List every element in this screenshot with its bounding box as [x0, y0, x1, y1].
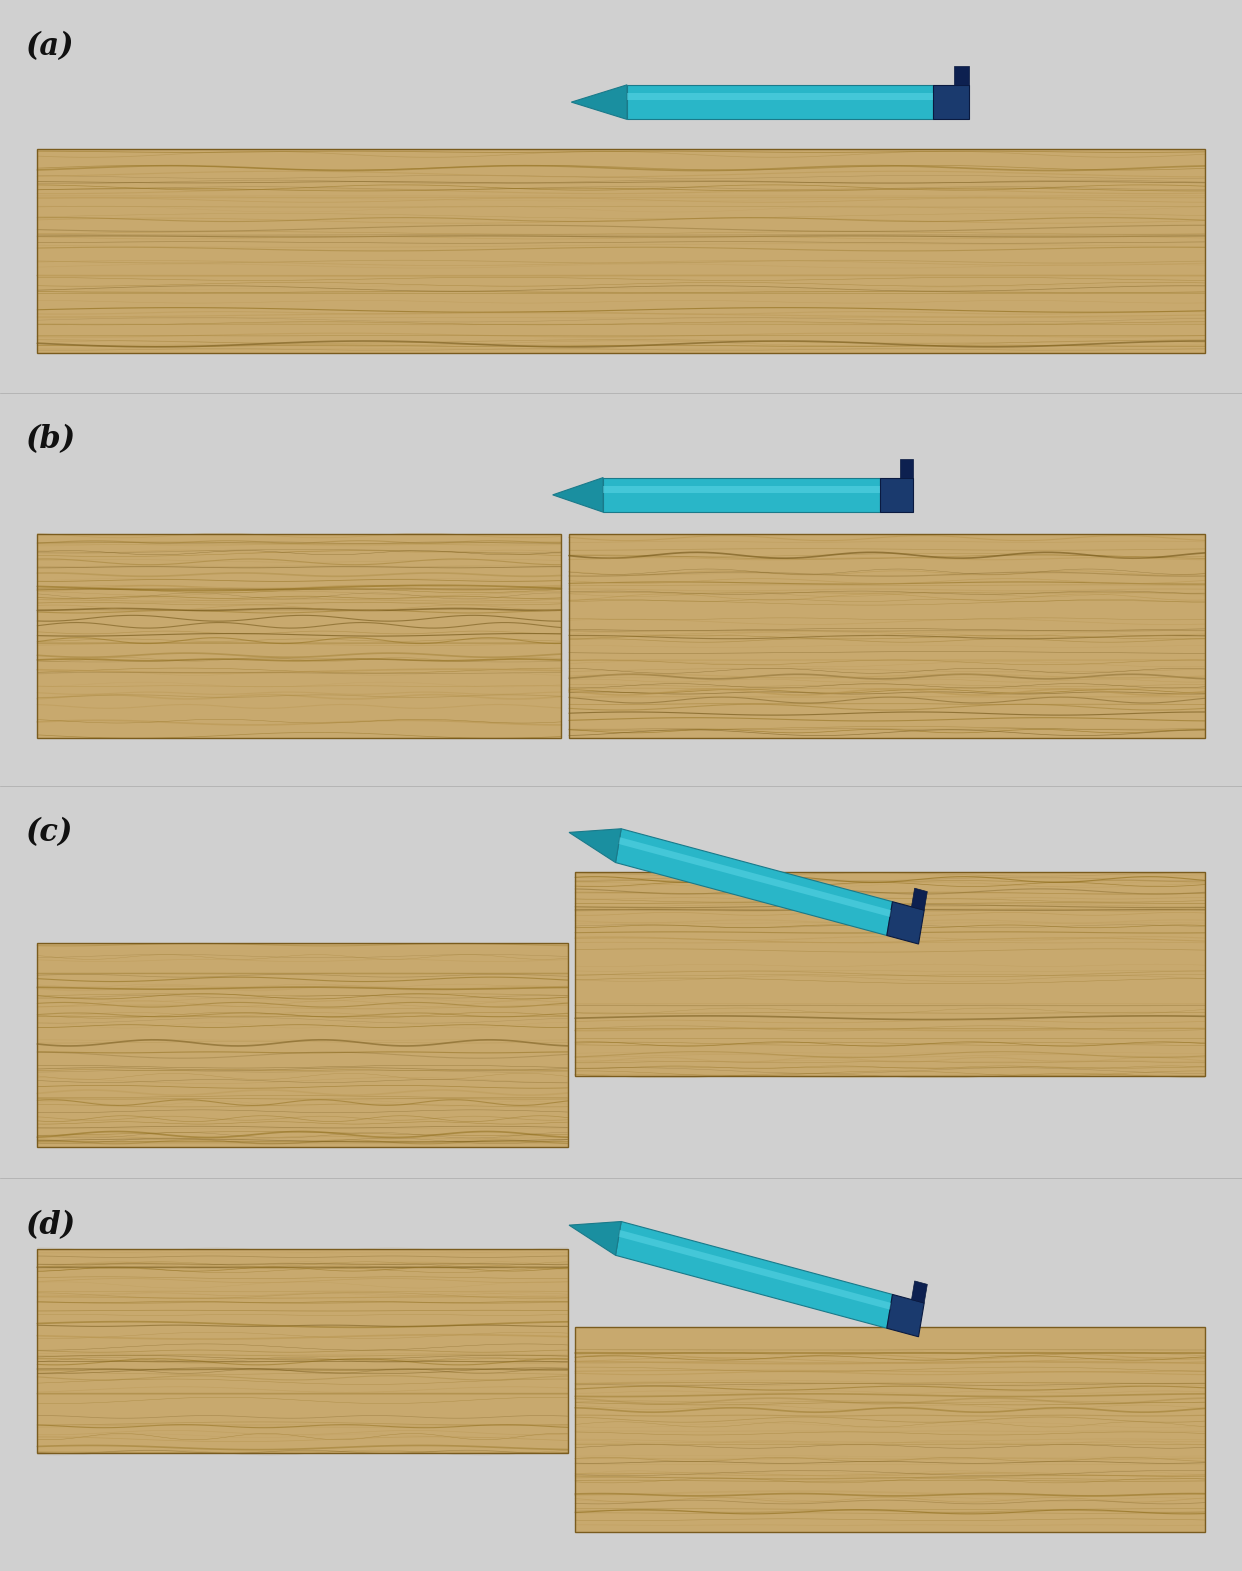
FancyBboxPatch shape — [569, 534, 1205, 738]
Polygon shape — [569, 829, 621, 862]
Polygon shape — [569, 1222, 621, 1255]
Text: (c): (c) — [25, 817, 72, 848]
FancyBboxPatch shape — [575, 872, 1205, 1076]
Polygon shape — [616, 1222, 893, 1327]
Text: (a): (a) — [25, 31, 73, 63]
Polygon shape — [954, 66, 969, 85]
Polygon shape — [912, 1280, 928, 1302]
Polygon shape — [912, 888, 928, 910]
Polygon shape — [553, 478, 604, 512]
Polygon shape — [604, 487, 881, 493]
Polygon shape — [887, 902, 924, 944]
FancyBboxPatch shape — [37, 943, 568, 1147]
FancyBboxPatch shape — [37, 534, 561, 738]
Polygon shape — [933, 85, 969, 119]
Polygon shape — [627, 94, 933, 101]
Polygon shape — [619, 1230, 891, 1310]
Polygon shape — [887, 1295, 924, 1337]
FancyBboxPatch shape — [575, 1327, 1205, 1532]
Polygon shape — [881, 478, 913, 512]
Polygon shape — [616, 829, 893, 935]
Polygon shape — [571, 85, 627, 119]
Polygon shape — [627, 85, 933, 119]
FancyBboxPatch shape — [37, 149, 1205, 353]
FancyBboxPatch shape — [37, 1249, 568, 1453]
Polygon shape — [900, 459, 913, 478]
Polygon shape — [604, 478, 881, 512]
Text: (b): (b) — [25, 424, 75, 456]
Polygon shape — [619, 837, 891, 917]
Text: (d): (d) — [25, 1210, 75, 1241]
